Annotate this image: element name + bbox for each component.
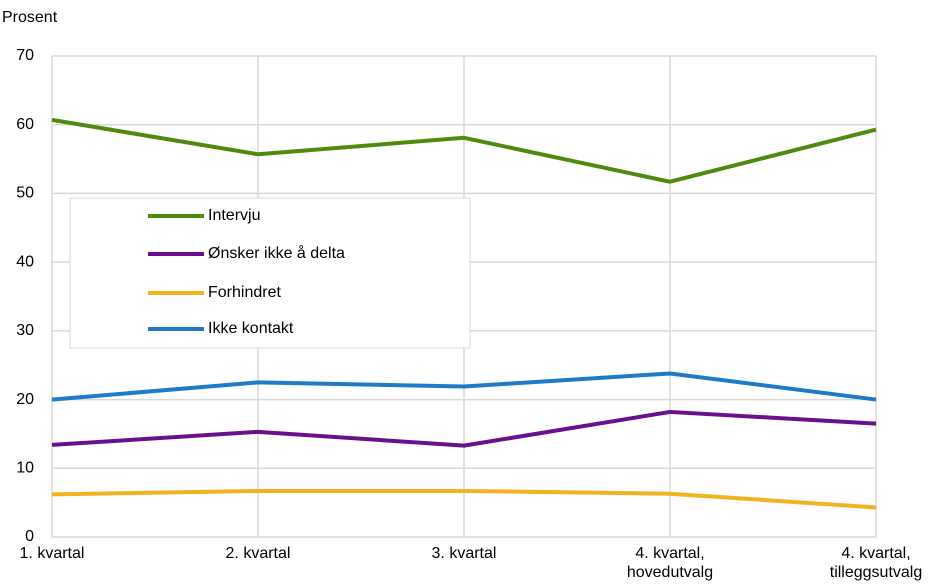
y-tick-label: 30 xyxy=(16,322,34,339)
x-tick-label: 4. kvartal, hovedutvalg xyxy=(626,545,714,581)
y-tick-label: 40 xyxy=(16,253,34,270)
legend-label: Ikke kontakt xyxy=(208,320,294,337)
x-tick-label: 2. kvartal xyxy=(225,545,291,562)
x-tick-label: 4. kvartal, tilleggsutvalg xyxy=(829,545,923,581)
series-line xyxy=(51,409,877,448)
series-line xyxy=(51,117,877,184)
x-tick-label: 1. kvartal xyxy=(19,545,85,562)
y-tick-label: 70 xyxy=(16,47,34,64)
y-tick-label: 10 xyxy=(16,460,34,477)
y-tick-label: 20 xyxy=(16,391,34,408)
legend-label: Intervju xyxy=(208,207,260,224)
legend-label: Ønsker ikke å delta xyxy=(208,244,345,262)
x-tick-label: 3. kvartal xyxy=(431,545,497,562)
y-tick-label: 60 xyxy=(16,116,34,133)
series-line xyxy=(51,371,877,402)
y-tick-label: 50 xyxy=(16,185,34,202)
legend-box xyxy=(69,197,471,349)
series-line xyxy=(51,488,877,510)
legend-label: Forhindret xyxy=(208,284,281,301)
y-axis-label: Prosent xyxy=(2,9,58,26)
y-tick-label: 0 xyxy=(25,528,34,545)
